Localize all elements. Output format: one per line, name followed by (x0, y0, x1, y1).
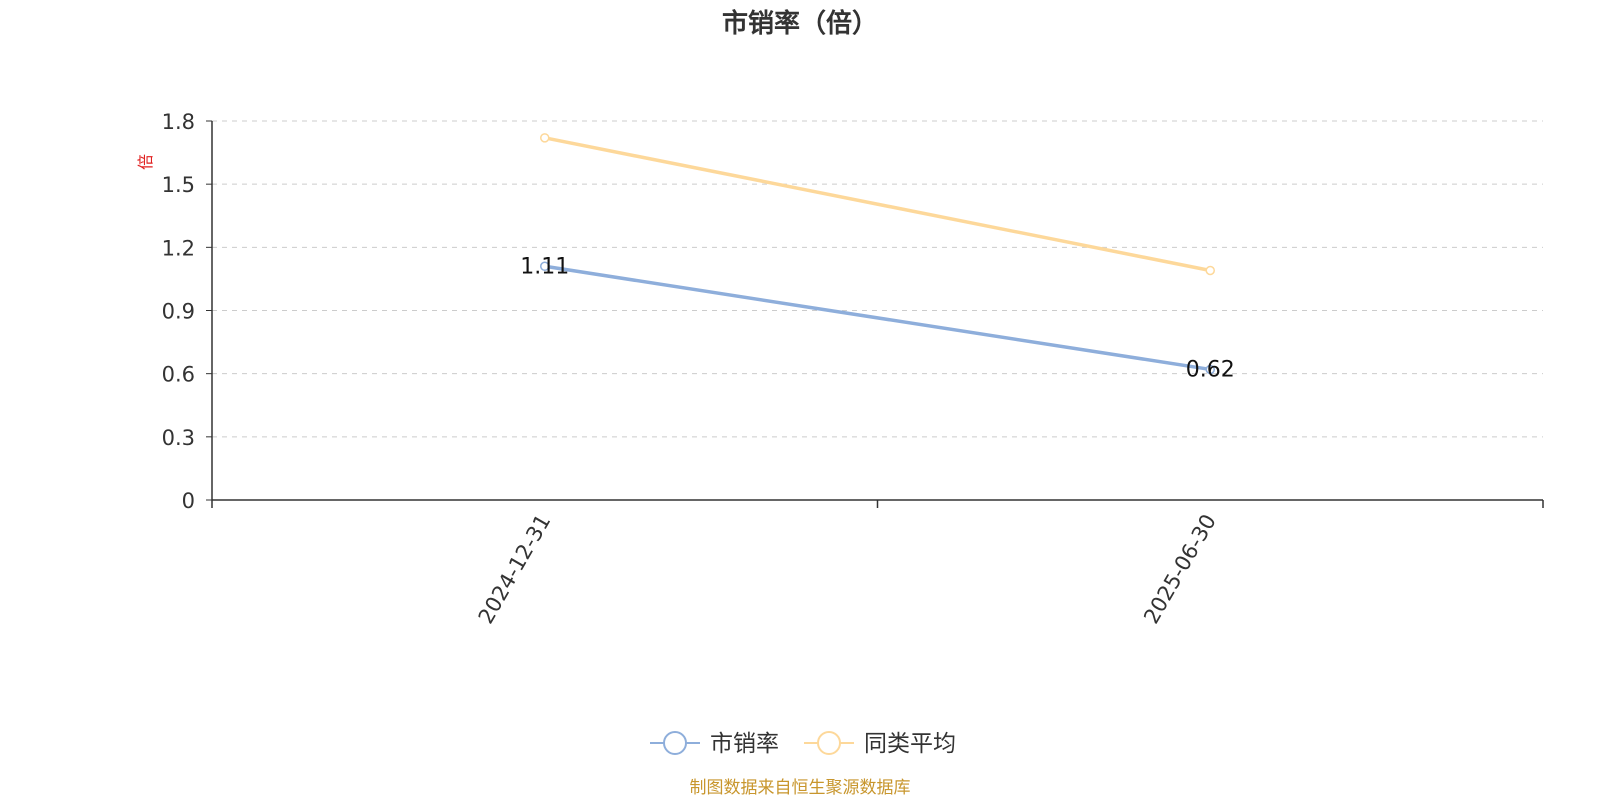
series-line (544, 136, 1211, 273)
legend-swatch-marker (663, 731, 687, 755)
data-point (1205, 265, 1215, 276)
legend-label: 同类平均 (864, 731, 956, 757)
y-tick-label: 0.9 (162, 300, 195, 324)
y-axis-label: 倍 (136, 154, 155, 170)
chart-title: 市销率（倍） (722, 8, 878, 39)
x-tick-label: 2024-12-31 (474, 510, 556, 628)
axes: 0 0.3 0.6 0.9 1.2 1.5 1.8 2024-12-31 2025-06-30 (162, 110, 1544, 628)
data-point (540, 133, 550, 143)
y-tick-label: 0.3 (162, 426, 195, 450)
x-tick-label: 2025-06-30 (1139, 510, 1221, 628)
y-tick-label: 1.2 (162, 236, 195, 260)
series-lines (540, 133, 1215, 375)
grid-lines (212, 120, 1543, 438)
legend-label: 市销率 (710, 731, 779, 757)
data-label: 0.62 (1186, 357, 1235, 382)
source-note: 制图数据来自恒生聚源数据库 (690, 778, 911, 798)
y-tick-label: 1.5 (162, 173, 195, 197)
legend-swatch-marker (817, 731, 841, 755)
data-point (540, 261, 550, 272)
data-labels: 1.11 0.62 (520, 254, 1234, 382)
y-tick-label: 0 (182, 489, 195, 513)
series-line (544, 264, 1211, 372)
legend-item[interactable]: 同类平均 (804, 731, 956, 757)
legend: 市销率 同类平均 (650, 731, 956, 757)
data-point (1205, 364, 1215, 375)
legend-item[interactable]: 市销率 (650, 731, 779, 757)
y-tick-label: 1.8 (162, 110, 195, 134)
y-tick-label: 0.6 (162, 363, 195, 387)
data-label: 1.11 (520, 254, 569, 279)
